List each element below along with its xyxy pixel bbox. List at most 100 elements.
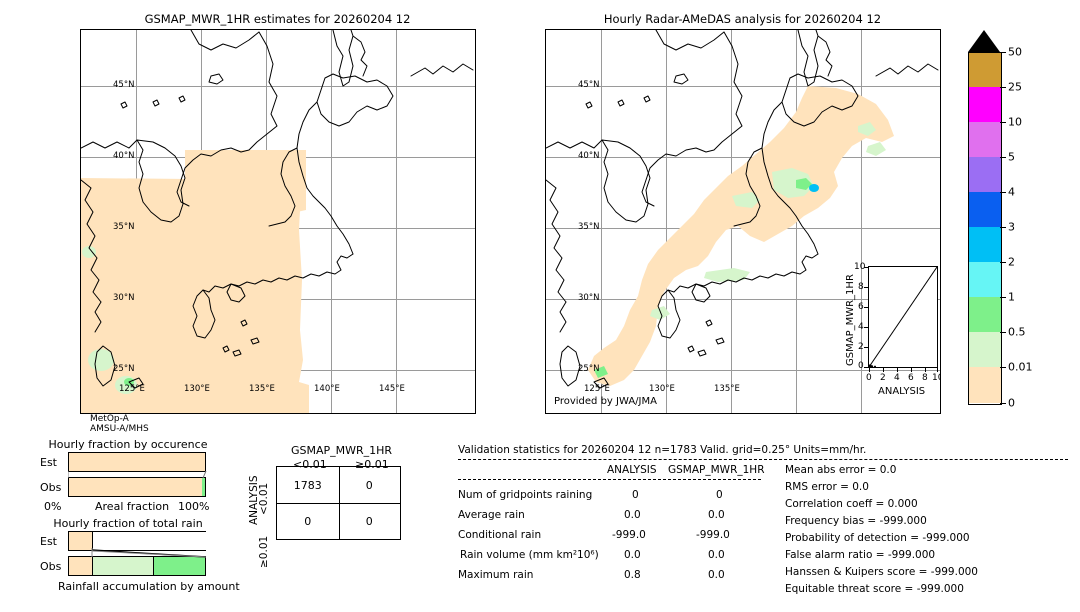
- inset-xtick-mark: [911, 368, 912, 372]
- colorbar-band-001-05: [968, 332, 1002, 367]
- validation-row-name: Conditional rain: [458, 529, 542, 541]
- colorbar-label-25: 25: [1008, 80, 1022, 94]
- inset-ytick-mark: [864, 327, 868, 328]
- inset-xtick-10: 10: [932, 373, 940, 383]
- colorbar-tick: [1000, 262, 1006, 263]
- gridline-lon-145: [861, 30, 862, 413]
- colorbar-label-0: 0: [1008, 396, 1015, 410]
- colorbar-tick: [1000, 122, 1006, 123]
- validation-score: RMS error = 0.0: [785, 481, 869, 493]
- inset-ytick-4: 4: [858, 322, 864, 332]
- inset-ytick-8: 8: [858, 282, 864, 292]
- table-divider-horizontal: [277, 503, 400, 504]
- lat-label-30n: 30°N: [578, 293, 600, 303]
- validation-col-rule: [458, 479, 761, 480]
- inset-xlabel: ANALYSIS: [878, 386, 926, 397]
- occurrence-axis-label: Areal fraction: [95, 500, 170, 513]
- colorbar-band-2-3: [968, 227, 1002, 262]
- inset-ylabel: GSMAP_MWR_1HR: [845, 274, 856, 366]
- validation-header-rule: [458, 459, 1068, 460]
- colorbar-band-25-50: [968, 52, 1002, 87]
- lon-label-125e: 125°E: [584, 384, 610, 394]
- inset-xtick-2: 2: [880, 373, 886, 383]
- lat-label-40n: 40°N: [113, 151, 135, 161]
- colorbar[interactable]: 50 25 10 5 4 3 2 1 0.5 0.01 0: [963, 30, 1075, 420]
- contingency-table[interactable]: 1783 0 0 0: [276, 466, 401, 540]
- colorbar-label-50: 50: [1008, 45, 1022, 59]
- lon-label-145e: 145°E: [379, 384, 405, 394]
- occurrence-chart-title: Hourly fraction by occurence: [48, 438, 208, 451]
- inset-ytick-0: 0: [858, 361, 864, 371]
- radar-coverage-fill: [588, 86, 894, 386]
- bar-segment: [92, 557, 154, 575]
- occurrence-bar-est[interactable]: [68, 452, 206, 472]
- bar-segment: [201, 478, 205, 496]
- inset-xtick-4: 4: [894, 373, 900, 383]
- validation-row-name: Num of gridpoints raining: [458, 489, 593, 501]
- inset-ytick-mark: [864, 287, 868, 288]
- inset-xtick-0: 0: [866, 373, 872, 383]
- inset-ytick-mark: [864, 307, 868, 308]
- amount-bar-obs[interactable]: [68, 556, 206, 576]
- lon-label-135e: 135°E: [714, 384, 740, 394]
- amount-chart-title: Hourly fraction of total rain: [53, 517, 203, 530]
- colorbar-label-2: 2: [1008, 255, 1015, 269]
- amount-row-label-obs: Obs: [40, 560, 62, 573]
- colorbar-tick: [1000, 227, 1006, 228]
- validation-score: Hanssen & Kuipers score = -999.000: [785, 566, 978, 578]
- lat-label-35n: 35°N: [113, 222, 135, 232]
- map-credit: Provided by JWA/JMA: [554, 396, 657, 407]
- right-map-title: Hourly Radar-AMeDAS analysis for 2026020…: [603, 12, 882, 26]
- inset-xtick-mark: [937, 368, 938, 372]
- validation-header: Validation statistics for 20260204 12 n=…: [458, 444, 867, 456]
- colorbar-band-5-10: [968, 122, 1002, 157]
- colorbar-tick: [1000, 403, 1006, 404]
- colorbar-band-3-4: [968, 192, 1002, 227]
- validation-score: Mean abs error = 0.0: [785, 464, 897, 476]
- inset-ytick-mark: [864, 367, 868, 368]
- colorbar-label-4: 4: [1008, 185, 1015, 199]
- occurrence-bar-obs[interactable]: [68, 477, 206, 497]
- colorbar-band-4-5: [968, 157, 1002, 192]
- bar-segment: [69, 557, 93, 575]
- gsmap-estimates-map[interactable]: 45°N 40°N 35°N 30°N 25°N 125°E 130°E 135…: [80, 29, 476, 414]
- gridline-lat-45: [546, 86, 940, 87]
- validation-row-analysis: 0: [632, 489, 639, 501]
- gridline-lat-45: [81, 86, 475, 87]
- colorbar-label-001: 0.01: [1008, 360, 1033, 374]
- coastline-overlay: [546, 30, 939, 389]
- gridline-lat-30: [546, 299, 940, 300]
- validation-row-estimate: 0: [716, 489, 723, 501]
- inset-xtick-6: 6: [908, 373, 914, 383]
- contingency-row-header-lt: <0.01: [258, 482, 270, 515]
- inset-ytick-mark: [864, 347, 868, 348]
- colorbar-label-3: 3: [1008, 220, 1015, 234]
- inset-xtick-mark: [897, 368, 898, 372]
- validation-col-header-analysis: ANALYSIS: [607, 464, 657, 476]
- validation-row-analysis: 0.0: [624, 549, 641, 561]
- table-cell-false-alarm: 0: [365, 478, 373, 492]
- amount-connector: [91, 548, 207, 558]
- inset-ytick-2: 2: [858, 342, 864, 352]
- validation-row-analysis: 0.8: [624, 569, 641, 581]
- validation-row-estimate: 0.0: [708, 549, 725, 561]
- lon-label-130e: 130°E: [649, 384, 675, 394]
- contingency-col-header-ge: ≥0.01: [355, 458, 389, 471]
- inset-xtick-mark: [869, 368, 870, 372]
- occurrence-connector: [68, 471, 207, 478]
- sensor-label-line2: AMSU-A/MHS: [90, 424, 149, 434]
- amount-bar-est[interactable]: [68, 531, 206, 551]
- validation-row-name: Maximum rain: [458, 569, 534, 581]
- amount-row-label-est: Est: [40, 535, 57, 548]
- radar-amedas-map[interactable]: 45°N 40°N 35°N 30°N 25°N 125°E 130°E 135…: [545, 29, 941, 414]
- validation-score: Equitable threat score = -999.000: [785, 583, 964, 595]
- validation-row-estimate: 0.0: [708, 509, 725, 521]
- colorbar-label-5: 5: [1008, 150, 1015, 164]
- occurrence-axis-min: 0%: [44, 500, 62, 513]
- inset-xtick-mark: [883, 368, 884, 372]
- coastline-overlay: [81, 30, 474, 389]
- validation-col-header-estimate: GSMAP_MWR_1HR: [668, 464, 765, 476]
- inset-scatter-plot[interactable]: [868, 266, 938, 368]
- validation-score: Frequency bias = -999.000: [785, 515, 927, 527]
- colorbar-band-0-001: [968, 367, 1002, 403]
